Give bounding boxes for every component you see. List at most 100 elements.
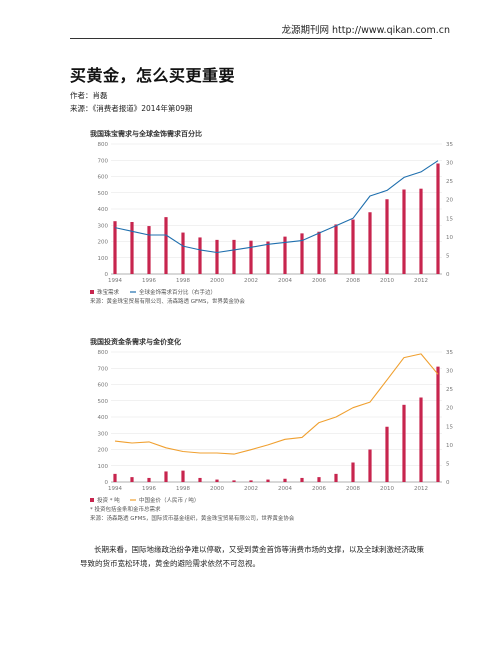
x-tick-label: 1994 xyxy=(108,278,122,284)
y-left-tick-label: 700 xyxy=(98,366,109,372)
y-right-tick-label: 5 xyxy=(446,253,450,259)
legend-line-label: 全球金饰需求百分比（右手边） xyxy=(139,288,216,296)
x-tick-label: 2008 xyxy=(346,486,360,492)
y-left-tick-label: 200 xyxy=(98,240,109,246)
bar xyxy=(181,470,185,482)
series-line xyxy=(114,160,439,254)
legend-bar-label: 珠宝需求 xyxy=(97,288,120,296)
chart-title: 我国投资金条需求与金价变化 xyxy=(90,337,181,346)
x-tick-label: 2002 xyxy=(244,278,258,284)
x-tick-label: 2004 xyxy=(278,486,292,492)
y-right-tick-label: 25 xyxy=(446,387,453,393)
chart-source: 来源：黄金珠宝贸易有限公司、汤森路透 GFMS，世界黄金协会 xyxy=(90,297,245,305)
x-tick-label: 2008 xyxy=(346,278,360,284)
y-right-tick-label: 0 xyxy=(446,272,450,278)
y-left-tick-label: 300 xyxy=(98,223,109,229)
bar xyxy=(402,189,406,274)
bar xyxy=(283,236,287,274)
bar xyxy=(317,231,321,274)
legend-swatch-bar xyxy=(90,290,94,294)
bar xyxy=(368,212,372,274)
y-right-tick-label: 10 xyxy=(446,443,453,449)
y-right-tick-label: 0 xyxy=(446,480,450,486)
x-tick-label: 2004 xyxy=(278,278,292,284)
bar xyxy=(113,221,117,274)
jewelry-demand-chart: 我国珠宝需求与全球金饰需求百分比 0 100 200 300 400 500 600 700 80… xyxy=(90,128,460,324)
bar xyxy=(130,222,134,274)
y-left-tick-label: 300 xyxy=(98,431,109,437)
bar xyxy=(334,224,338,274)
y-left-tick-label: 100 xyxy=(98,256,109,262)
x-tick-label: 2006 xyxy=(312,486,326,492)
y-left-tick-label: 600 xyxy=(98,175,109,181)
article-title: 买黄金，怎么买更重要 xyxy=(70,66,236,85)
bar xyxy=(215,239,219,274)
bar xyxy=(283,478,287,482)
x-tick-label: 2000 xyxy=(210,278,224,284)
y-right-tick-label: 15 xyxy=(446,424,453,430)
x-tick-label: 2012 xyxy=(414,486,428,492)
legend-line-label: 中国金价（人民币 / 吨） xyxy=(139,496,199,504)
bar xyxy=(249,240,253,274)
bar xyxy=(351,462,355,482)
y-left-tick-label: 400 xyxy=(98,415,109,421)
chart-source: 来源：汤森路透 GFMS，国际货币基金组织，黄金珠宝贸易有限公司，世界黄金协会 xyxy=(90,514,295,522)
y-right-tick-label: 35 xyxy=(446,142,453,148)
bar xyxy=(436,163,440,274)
x-tick-label: 2012 xyxy=(414,278,428,284)
chart-title: 我国珠宝需求与全球金饰需求百分比 xyxy=(90,129,202,138)
y-left-tick-label: 200 xyxy=(98,448,109,454)
bar xyxy=(266,479,270,482)
bar xyxy=(419,397,423,482)
bar xyxy=(419,188,423,274)
y-left-tick-label: 500 xyxy=(98,191,109,197)
bar xyxy=(402,404,406,482)
bar xyxy=(232,239,236,274)
x-tick-label: 1998 xyxy=(176,486,190,492)
x-tick-label: 2006 xyxy=(312,278,326,284)
bar xyxy=(266,241,270,274)
bar xyxy=(113,473,117,482)
x-tick-label: 2000 xyxy=(210,486,224,492)
bar xyxy=(147,226,151,274)
bar xyxy=(317,477,321,482)
bar xyxy=(300,477,304,482)
y-left-tick-label: 0 xyxy=(105,272,109,278)
bar xyxy=(198,477,202,482)
legend-swatch-bar xyxy=(90,498,94,502)
x-tick-label: 1998 xyxy=(176,278,190,284)
y-right-tick-label: 25 xyxy=(446,179,453,185)
chart-footnote: * 投资包括金条和金币总需求 xyxy=(90,505,161,513)
y-left-tick-label: 800 xyxy=(98,142,109,148)
y-right-tick-label: 5 xyxy=(446,461,450,467)
bar xyxy=(164,217,168,274)
bar xyxy=(351,219,355,274)
y-right-tick-label: 10 xyxy=(446,235,453,241)
y-left-tick-label: 500 xyxy=(98,399,109,405)
bar xyxy=(385,199,389,274)
x-tick-label: 1996 xyxy=(142,278,156,284)
y-left-tick-label: 400 xyxy=(98,207,109,213)
bar xyxy=(147,477,151,482)
bar xyxy=(334,473,338,482)
bar xyxy=(300,233,304,274)
y-right-tick-label: 30 xyxy=(446,369,453,375)
article-source: 来源：《消费者报道》2014年第09期 xyxy=(70,104,193,113)
bar xyxy=(368,449,372,482)
investment-demand-chart: 我国投资金条需求与金价变化 0 100 200 300 400 500 600 700 800 0 5… xyxy=(90,336,460,532)
header-divider xyxy=(70,38,432,39)
y-left-tick-label: 0 xyxy=(105,480,109,486)
legend-bar-label: 投资 * 吨 xyxy=(97,496,120,504)
bar xyxy=(130,477,134,482)
bar xyxy=(249,480,253,482)
y-right-tick-label: 30 xyxy=(446,161,453,167)
x-tick-label: 2010 xyxy=(380,278,394,284)
article-paragraph: 长期来看，国际地缘政治纷争难以停歇，又受到黄金首饰等消费市场的支撑，以及全球刺激… xyxy=(80,545,424,568)
y-right-tick-label: 15 xyxy=(446,216,453,222)
y-left-tick-label: 700 xyxy=(98,158,109,164)
bar xyxy=(198,237,202,274)
jewelry-demand-chart-svg: 我国珠宝需求与全球金饰需求百分比010020030040050060070080… xyxy=(90,129,453,305)
investment-demand-chart-svg: 我国投资金条需求与金价变化 0 100 200 300 400 500 600 700 800 0 5… xyxy=(90,337,453,522)
x-tick-label: 2002 xyxy=(244,486,258,492)
article-body: 长期来看，国际地缘政治纷争难以停歇，又受到黄金首饰等消费市场的支撑，以及全球刺激… xyxy=(80,543,430,571)
